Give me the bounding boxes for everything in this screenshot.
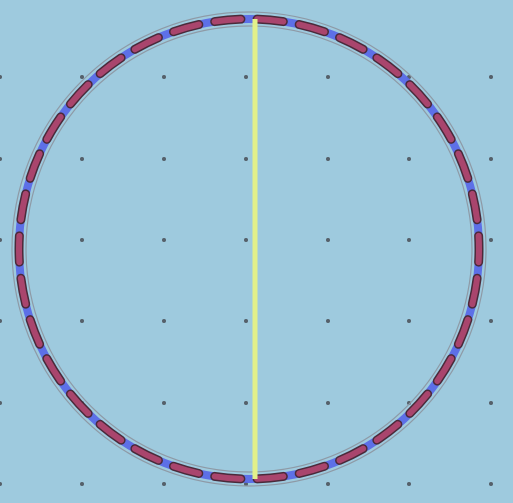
grid-dot: [407, 319, 411, 323]
ring-segment[interactable]: [17, 190, 29, 223]
grid-dot: [0, 75, 2, 79]
grid-dot: [80, 482, 84, 486]
grid-dot: [0, 319, 2, 323]
ring-segment[interactable]: [43, 113, 64, 143]
ring-segment[interactable]: [211, 473, 244, 482]
ring-segment[interactable]: [211, 16, 244, 25]
grid-dot: [80, 238, 84, 242]
ring-segment[interactable]: [455, 316, 471, 348]
grid-dot: [326, 75, 330, 79]
ring-segment[interactable]: [67, 390, 92, 417]
circle-outline-outer: [11, 11, 487, 487]
ring-segment[interactable]: [27, 316, 43, 348]
circle-outline-inner: [25, 25, 473, 473]
grid-dot: [0, 482, 2, 486]
grid-dot: [326, 319, 330, 323]
ring-segment[interactable]: [254, 473, 287, 482]
grid-dot: [162, 401, 166, 405]
grid-dot: [0, 238, 2, 242]
grid-dot: [80, 75, 84, 79]
grid-dot: [326, 482, 330, 486]
grid-dot: [489, 157, 493, 161]
grid-dot: [162, 157, 166, 161]
grid-dot: [407, 238, 411, 242]
grid-dot: [489, 75, 493, 79]
ring-segment[interactable]: [131, 34, 162, 53]
ring-segments[interactable]: [14, 14, 484, 484]
grid-dot: [80, 319, 84, 323]
grid-dot: [0, 157, 2, 161]
grid-dot: [326, 401, 330, 405]
grid-dot: [244, 319, 248, 323]
grid-dot: [0, 401, 2, 405]
ring-segment[interactable]: [434, 355, 455, 385]
ring-segment[interactable]: [67, 81, 92, 108]
grid-dot: [489, 401, 493, 405]
ring-segment[interactable]: [27, 150, 43, 182]
ring-segment[interactable]: [469, 190, 481, 223]
grid-dot: [244, 401, 248, 405]
ring-segment[interactable]: [336, 445, 367, 464]
ring-segment[interactable]: [373, 421, 401, 444]
grid-dot: [80, 157, 84, 161]
ring-segment[interactable]: [170, 463, 202, 477]
ring-segment[interactable]: [336, 34, 367, 53]
ring-segment[interactable]: [296, 463, 328, 477]
ring-segment[interactable]: [97, 54, 125, 77]
ring-segment[interactable]: [97, 421, 125, 444]
grid-dot: [407, 482, 411, 486]
grid-dot: [489, 238, 493, 242]
ring-segment[interactable]: [406, 81, 431, 108]
grid-dot: [326, 157, 330, 161]
grid-dot: [407, 157, 411, 161]
ring-segment[interactable]: [296, 21, 328, 35]
ring-segment[interactable]: [131, 445, 162, 464]
grid-dot: [244, 482, 248, 486]
grid-dot: [489, 319, 493, 323]
ring-segment[interactable]: [170, 21, 202, 35]
ring-segment[interactable]: [455, 150, 471, 182]
ring-segment[interactable]: [254, 16, 287, 25]
ring-segment[interactable]: [406, 390, 431, 417]
grid-dot: [162, 75, 166, 79]
ring-segment[interactable]: [469, 275, 481, 308]
grid-dot: [162, 238, 166, 242]
grid-dot: [162, 319, 166, 323]
ring-segment[interactable]: [434, 113, 455, 143]
ring-segment[interactable]: [43, 355, 64, 385]
grid-dot: [162, 482, 166, 486]
grid-dot: [489, 482, 493, 486]
grid-dot: [244, 75, 248, 79]
ring-segment[interactable]: [17, 275, 29, 308]
grid-dot: [326, 238, 330, 242]
grid-dot: [244, 157, 248, 161]
grid-dot: [244, 238, 248, 242]
ring-segment[interactable]: [373, 54, 401, 77]
